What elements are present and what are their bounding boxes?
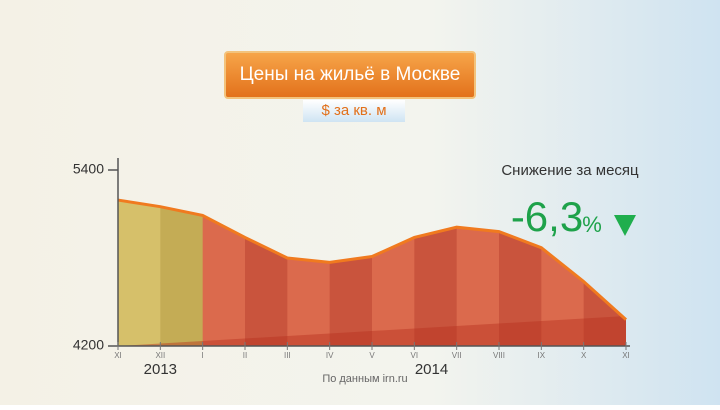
x-tick-label: IX — [538, 351, 546, 360]
x-tick-label: III — [284, 351, 291, 360]
area-line — [117, 198, 628, 321]
year-label: 2014 — [415, 361, 448, 378]
shade — [118, 316, 626, 346]
source: По данным irn.ru — [322, 373, 407, 385]
y-tick-label: 5400 — [73, 161, 104, 177]
x-tick-label: XII — [155, 351, 165, 360]
stripe — [118, 200, 161, 346]
x-tick-label: XI — [114, 351, 122, 360]
change-caption: Снижение за месяц — [501, 162, 639, 179]
change-unit: % — [582, 212, 602, 237]
y-tick-label: 4200 — [73, 337, 104, 353]
chart-title: Цены на жильё в Москве — [240, 64, 461, 85]
year-label: 2013 — [144, 361, 177, 378]
x-tick-label: IV — [326, 351, 334, 360]
subtitle: $ за кв. м — [321, 102, 386, 119]
x-tick-label: VI — [411, 351, 419, 360]
subtitle-box — [303, 100, 405, 122]
title-box — [224, 51, 476, 99]
stripe — [160, 200, 204, 346]
down-arrow — [614, 215, 636, 236]
x-tick-label: X — [581, 351, 587, 360]
x-tick-label: VIII — [493, 351, 505, 360]
x-tick-label: II — [243, 351, 247, 360]
change-value: -6,3 — [511, 193, 583, 240]
x-tick-label: I — [202, 351, 204, 360]
x-tick-label: VII — [452, 351, 462, 360]
x-tick-label: XI — [622, 351, 630, 360]
x-tick-label: V — [369, 351, 375, 360]
